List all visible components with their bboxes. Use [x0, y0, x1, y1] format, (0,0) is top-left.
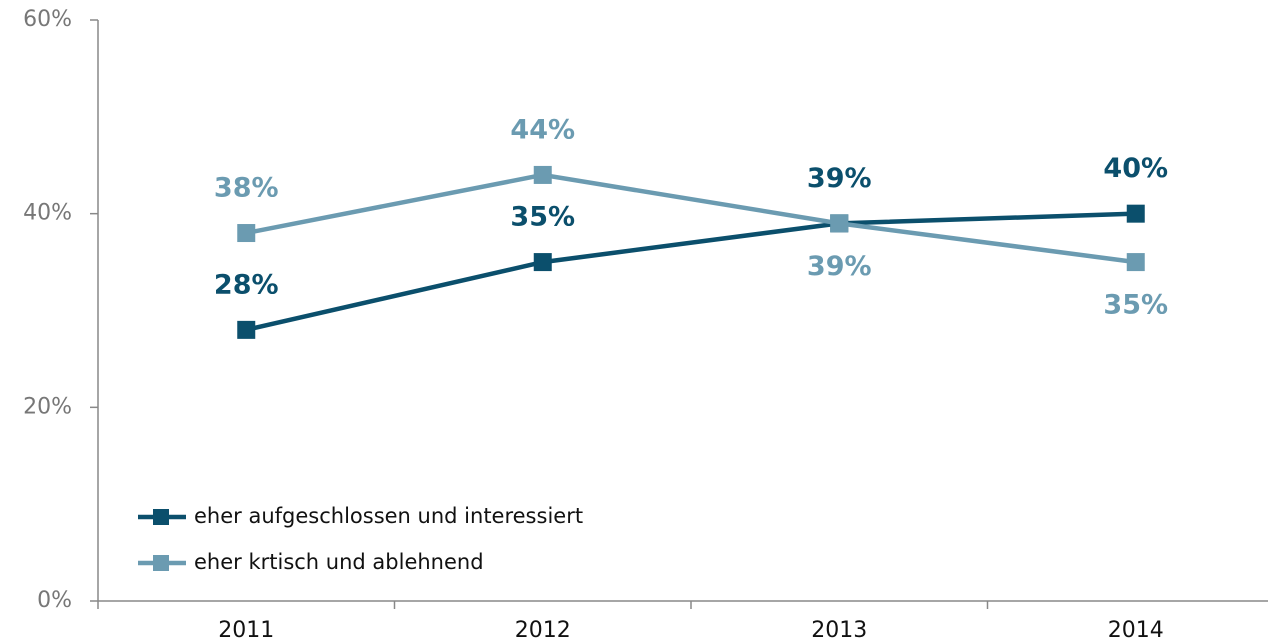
point-marker	[237, 224, 256, 243]
value-label: 39%	[807, 163, 872, 194]
point-marker	[237, 320, 256, 339]
legend-marker	[153, 509, 169, 525]
point-marker	[830, 214, 849, 233]
x-tick-label: 2012	[515, 618, 571, 643]
value-label: 38%	[214, 173, 279, 204]
x-tick-label: 2011	[218, 618, 274, 643]
point-marker	[1126, 204, 1145, 223]
value-label: 44%	[510, 114, 575, 145]
value-label: 35%	[1103, 290, 1168, 321]
value-label: 28%	[214, 269, 279, 300]
legend-marker	[153, 555, 169, 571]
x-tick-label: 2014	[1108, 618, 1164, 643]
y-tick-label: 0%	[37, 588, 72, 613]
legend-label: eher aufgeschlossen und interessiert	[194, 504, 583, 528]
point-marker	[533, 253, 552, 272]
series-line	[245, 211, 1136, 333]
y-tick-label: 20%	[23, 394, 72, 419]
legend-label: eher krtisch und ablehnend	[194, 550, 484, 574]
value-label: 35%	[510, 202, 575, 233]
value-label: 39%	[807, 251, 872, 282]
x-tick-label: 2013	[811, 618, 867, 643]
series-line	[245, 172, 1137, 265]
y-tick-label: 60%	[23, 7, 72, 32]
point-marker	[1126, 253, 1145, 272]
y-tick-label: 40%	[23, 201, 72, 226]
value-label: 40%	[1103, 153, 1168, 184]
point-marker	[533, 165, 552, 184]
